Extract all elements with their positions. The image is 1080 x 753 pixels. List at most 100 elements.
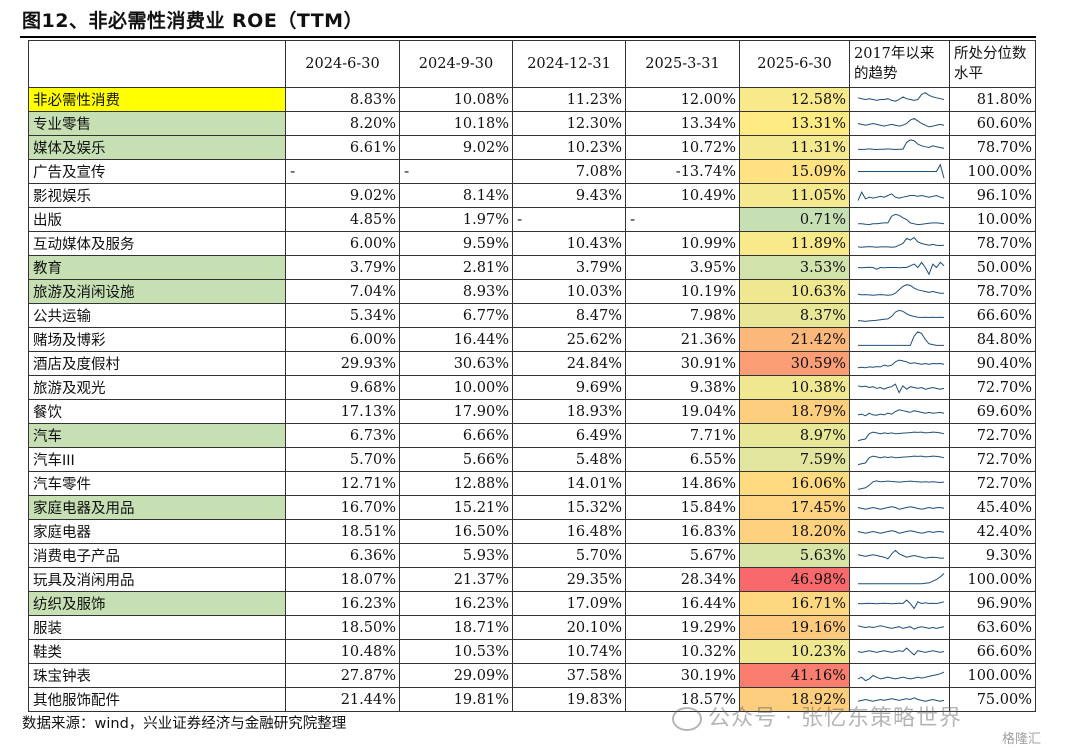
table-row: 旅游及消闲设施 7.04% 8.93% 10.03% 10.19% 10.63% 78.70… xyxy=(28,279,1036,304)
percentile-value: 100.00% xyxy=(949,567,1036,592)
roe-value: 8.97% xyxy=(739,423,850,448)
roe-value: 30.91% xyxy=(625,351,740,376)
roe-value: -13.74% xyxy=(625,159,740,184)
roe-value: 16.23% xyxy=(399,591,513,616)
sparkline-svg xyxy=(857,647,945,656)
percentile-value: 72.70% xyxy=(949,447,1036,472)
roe-value: 18.71% xyxy=(399,615,513,640)
sparkline-path xyxy=(857,455,945,466)
sparkline-path xyxy=(857,92,945,102)
percentile-value: 81.80% xyxy=(949,87,1036,112)
roe-value: 6.61% xyxy=(285,135,400,160)
roe-value: 6.66% xyxy=(399,423,513,448)
roe-value: 18.07% xyxy=(285,567,400,592)
sparkline-svg xyxy=(857,599,945,610)
table-row: 影视娱乐 9.02% 8.14% 9.43% 10.49% 11.05% 96.10% xyxy=(28,183,1036,208)
sparkline-path xyxy=(857,117,945,128)
trend-sparkline xyxy=(849,303,950,328)
industry-name: 出版 xyxy=(28,207,286,232)
percentile-value: 45.40% xyxy=(949,495,1036,520)
roe-value: - xyxy=(625,207,740,232)
roe-value: 18.79% xyxy=(739,399,850,424)
roe-value: 8.20% xyxy=(285,111,400,136)
roe-value: 10.49% xyxy=(625,183,740,208)
table-row: 旅游及观光 9.68% 10.00% 9.69% 9.38% 10.38% 72.70% xyxy=(28,375,1036,400)
roe-value: 7.59% xyxy=(739,447,850,472)
sparkline-path xyxy=(857,139,945,151)
table-row: 汽车 6.73% 6.66% 6.49% 7.71% 8.97% 72.70% xyxy=(28,423,1036,448)
roe-value: 10.43% xyxy=(512,231,626,256)
sparkline-svg xyxy=(858,213,945,226)
table-row: 酒店及度假村 29.93% 30.63% 24.84% 30.91% 30.59% 90.4… xyxy=(28,351,1036,376)
trend-sparkline xyxy=(849,615,950,640)
header-row: 2024-6-30 2024-9-30 2024-12-31 2025-3-31… xyxy=(28,40,1036,88)
sparkline-svg xyxy=(858,573,945,585)
roe-value: 10.00% xyxy=(399,375,513,400)
roe-value: 3.53% xyxy=(739,255,850,280)
header-trend: 2017年以来的趋势 xyxy=(849,40,950,88)
sparkline-svg xyxy=(857,117,945,128)
industry-name: 互动媒体及服务 xyxy=(28,231,286,256)
trend-sparkline xyxy=(849,471,950,496)
roe-value: 7.71% xyxy=(625,423,740,448)
trend-sparkline xyxy=(849,183,950,208)
trend-sparkline xyxy=(849,495,950,520)
table-row: 互动媒体及服务 6.00% 9.59% 10.43% 10.99% 11.89% 78.70… xyxy=(28,231,1036,256)
trend-sparkline xyxy=(849,111,950,136)
roe-value: 20.10% xyxy=(512,615,626,640)
roe-value: 29.35% xyxy=(512,567,626,592)
trend-sparkline xyxy=(849,135,950,160)
percentile-value: 100.00% xyxy=(949,159,1036,184)
header-2024-9-30: 2024-9-30 xyxy=(399,40,513,88)
roe-value: 5.70% xyxy=(512,543,626,568)
figure-title: 图12、非必需性消费业 ROE（TTM） xyxy=(22,10,364,32)
table-row: 家庭电器 18.51% 16.50% 16.48% 16.83% 18.20% 42.40% xyxy=(28,519,1036,544)
roe-value: 29.09% xyxy=(399,663,513,688)
trend-sparkline xyxy=(849,279,950,304)
roe-value: - xyxy=(399,159,513,184)
sparkline-svg xyxy=(857,139,945,151)
roe-value: 13.31% xyxy=(739,111,850,136)
roe-value: 8.14% xyxy=(399,183,513,208)
roe-value: 18.20% xyxy=(739,519,850,544)
sparkline-path xyxy=(857,309,945,322)
sparkline-svg xyxy=(857,261,945,276)
trend-sparkline xyxy=(849,231,950,256)
industry-name: 家庭电器及用品 xyxy=(28,495,286,520)
sparkline-svg xyxy=(857,190,945,201)
roe-value: 19.29% xyxy=(625,615,740,640)
roe-value: 9.68% xyxy=(285,375,400,400)
trend-sparkline xyxy=(849,591,950,616)
sparkline-path xyxy=(857,190,945,201)
roe-value: 5.93% xyxy=(399,543,513,568)
roe-value: 10.18% xyxy=(399,111,513,136)
trend-sparkline xyxy=(849,87,950,112)
roe-value: 9.59% xyxy=(399,231,513,256)
percentile-value: 66.60% xyxy=(949,639,1036,664)
sparkline-path xyxy=(857,549,944,560)
roe-value: 16.23% xyxy=(285,591,400,616)
trend-sparkline xyxy=(849,399,950,424)
percentile-value: 69.60% xyxy=(949,399,1036,424)
table-row: 汽车III 5.70% 5.66% 5.48% 6.55% 7.59% 72.70% xyxy=(28,447,1036,472)
industry-name: 汽车零件 xyxy=(28,471,286,496)
trend-sparkline xyxy=(849,639,950,664)
sparkline-path xyxy=(857,480,945,490)
industry-name: 旅游及观光 xyxy=(28,375,286,400)
roe-value: 16.06% xyxy=(739,471,850,496)
table-row: 玩具及消闲用品 18.07% 21.37% 29.35% 28.34% 46.98% 100… xyxy=(28,567,1036,592)
table-row: 赌场及博彩 6.00% 16.44% 25.62% 21.36% 21.42% 84.80% xyxy=(28,327,1036,352)
sparkline-svg xyxy=(857,530,945,534)
roe-value: 28.34% xyxy=(625,567,740,592)
industry-name: 教育 xyxy=(28,255,286,280)
roe-value: 6.00% xyxy=(285,327,400,352)
trend-sparkline xyxy=(849,663,950,688)
roe-value: 21.44% xyxy=(285,687,400,712)
table-row: 专业零售 8.20% 10.18% 12.30% 13.34% 13.31% 60.60% xyxy=(28,111,1036,136)
roe-value: 5.34% xyxy=(285,303,400,328)
roe-value: 25.62% xyxy=(512,327,626,352)
sparkline-svg xyxy=(857,236,945,248)
roe-value: 4.85% xyxy=(285,207,400,232)
sparkline-svg xyxy=(857,549,944,560)
roe-value: 41.16% xyxy=(739,663,850,688)
